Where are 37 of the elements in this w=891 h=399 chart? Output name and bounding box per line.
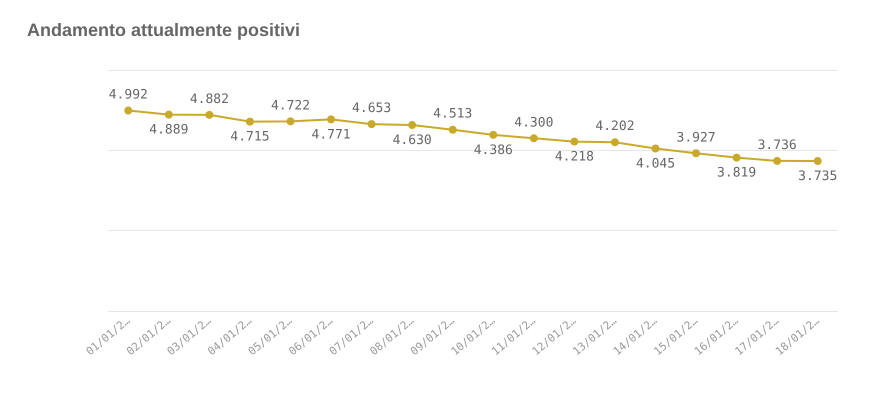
data-label: 3.736 <box>758 138 797 153</box>
point <box>368 120 376 128</box>
data-label: 4.722 <box>270 98 310 114</box>
data-label: 4.992 <box>108 87 148 102</box>
point <box>732 154 741 162</box>
chart-title: Andamento attualmente positivi <box>27 20 300 40</box>
data-label: 4.715 <box>230 130 270 145</box>
point <box>327 115 336 124</box>
data-label: 4.653 <box>352 101 392 116</box>
point <box>286 117 294 126</box>
data-label: 4.300 <box>514 115 554 130</box>
data-label: 4.513 <box>433 106 472 122</box>
point <box>610 138 619 146</box>
data-label: 3.735 <box>798 168 838 184</box>
data-label: 4.202 <box>595 119 635 134</box>
point <box>530 134 538 142</box>
point <box>570 138 578 146</box>
data-label: 4.889 <box>149 122 188 138</box>
data-label: 4.882 <box>190 92 229 107</box>
data-label: 3.927 <box>676 130 716 146</box>
data-label: 4.045 <box>636 156 676 172</box>
data-label: 4.630 <box>392 133 432 148</box>
point <box>164 110 173 119</box>
data-label: 3.819 <box>717 166 756 181</box>
data-label: 4.771 <box>311 127 351 142</box>
point <box>448 126 457 134</box>
point <box>124 106 132 114</box>
point <box>773 156 782 165</box>
point <box>205 110 214 119</box>
data-label: 4.218 <box>554 150 594 165</box>
point <box>692 149 700 158</box>
point <box>246 118 254 126</box>
point <box>814 156 822 165</box>
point <box>652 144 660 153</box>
point <box>408 121 416 130</box>
data-label: 4.386 <box>474 142 513 158</box>
point <box>489 130 498 139</box>
